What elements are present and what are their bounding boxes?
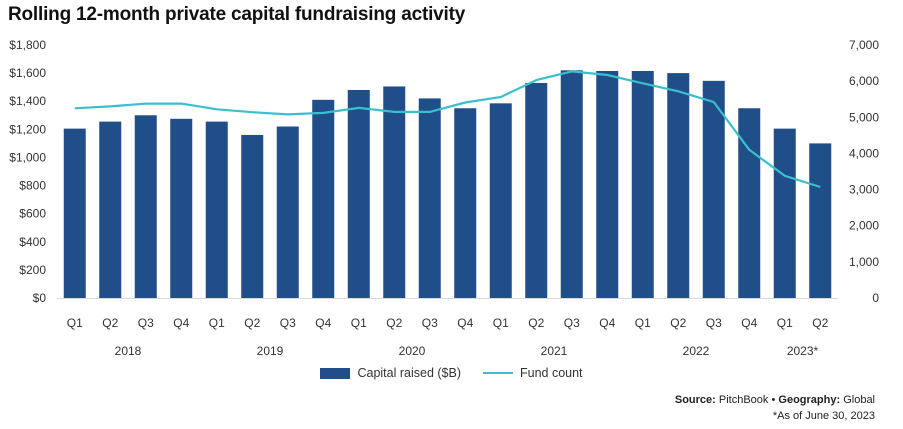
x-tick-label: Q1	[351, 316, 367, 330]
x-tick-label: Q1	[635, 316, 651, 330]
bar	[170, 118, 193, 299]
bar	[63, 128, 86, 298]
x-tick-label: Q2	[670, 316, 686, 330]
chart-plot: $0 $200 $400 $600 $800 $1,000 $1,200 $1,400 $1,6…	[9, 38, 879, 358]
bar	[99, 121, 122, 298]
legend-item-fund-count: Fund count	[482, 366, 583, 380]
source-label: Source:	[674, 394, 716, 406]
x-tick-label: Q1	[493, 316, 509, 330]
right-y-tick-label: 4,000	[849, 146, 879, 160]
source-note: Source: PitchBook • Geography: Global	[675, 394, 875, 406]
x-tick-label: Q2	[528, 316, 544, 330]
bar	[525, 82, 548, 298]
x-tick-label: Q4	[173, 316, 189, 330]
right-y-tick-label: 7,000	[849, 38, 879, 52]
bar	[809, 143, 832, 298]
geography-value: Global	[843, 394, 875, 406]
year-label: 2018	[115, 344, 142, 358]
footnote: *As of June 30, 2023	[772, 410, 875, 422]
x-tick-label: Q4	[741, 316, 757, 330]
bar	[702, 80, 725, 298]
left-y-tick-label: $1,000	[9, 150, 46, 164]
bar	[312, 99, 335, 298]
chart-legend: Capital raised ($B) Fund count	[0, 366, 903, 380]
bar	[560, 70, 583, 298]
year-labels: 2018 2019 2020 2021 2022 2023*	[115, 344, 819, 358]
chart-title: Rolling 12-month private capital fundrai…	[8, 4, 466, 25]
bar	[489, 103, 512, 298]
x-tick-label: Q2	[812, 316, 828, 330]
left-y-tick-label: $1,200	[9, 122, 46, 136]
right-y-tick-label: 3,000	[849, 183, 879, 197]
year-label: 2019	[257, 344, 284, 358]
legend-swatch-line	[482, 372, 513, 374]
bar	[667, 73, 690, 298]
left-y-tick-label: $600	[19, 207, 46, 221]
bar	[241, 134, 264, 298]
line-series	[74, 70, 821, 189]
year-label: 2020	[399, 344, 426, 358]
bar	[773, 128, 796, 298]
bar	[454, 108, 477, 298]
x-tick-label: Q3	[280, 316, 296, 330]
fund-count-line	[74, 70, 821, 189]
legend-label-capital: Capital raised ($B)	[357, 366, 461, 380]
x-tick-label: Q2	[386, 316, 402, 330]
left-y-axis: $0 $200 $400 $600 $800 $1,000 $1,200 $1,400 $1,6…	[9, 38, 46, 305]
right-y-tick-label: 5,000	[849, 110, 879, 124]
geography-label: Geography:	[778, 394, 841, 406]
legend-swatch-bar	[320, 367, 351, 379]
bar	[631, 71, 654, 298]
left-y-tick-label: $200	[19, 263, 46, 277]
x-tick-label: Q3	[706, 316, 722, 330]
left-y-tick-label: $0	[33, 291, 47, 305]
year-label: 2022	[683, 344, 710, 358]
year-label: 2023*	[787, 344, 819, 358]
right-y-tick-label: 0	[872, 291, 879, 305]
bar	[383, 86, 406, 298]
x-tick-label: Q2	[244, 316, 260, 330]
right-y-tick-label: 6,000	[849, 74, 879, 88]
x-tick-label: Q1	[67, 316, 83, 330]
bar	[738, 108, 761, 298]
bar	[596, 71, 619, 298]
right-y-tick-label: 1,000	[849, 255, 879, 269]
year-label: 2021	[541, 344, 568, 358]
x-tick-label: Q1	[209, 316, 225, 330]
x-tick-label: Q4	[315, 316, 331, 330]
bar	[205, 121, 228, 298]
x-tick-label: Q2	[102, 316, 118, 330]
x-tick-label: Q4	[599, 316, 615, 330]
bar	[418, 98, 441, 299]
x-axis: Q1 Q2 Q3 Q4 Q1 Q2 Q3 Q4 Q1 Q2 Q3 Q4 Q1 Q2 Q3 Q4 Q1 Q2 Q3 Q4…	[57, 298, 838, 330]
x-tick-label: Q3	[138, 316, 154, 330]
bar	[276, 126, 299, 299]
x-tick-label: Q1	[777, 316, 793, 330]
bar	[347, 89, 370, 298]
left-y-tick-label: $800	[19, 179, 46, 193]
source-value: PitchBook	[718, 394, 769, 406]
left-y-tick-label: $400	[19, 235, 46, 249]
legend-label-fund-count: Fund count	[519, 366, 583, 380]
left-y-tick-label: $1,800	[9, 38, 46, 52]
bar-series	[63, 70, 832, 299]
x-tick-label: Q3	[422, 316, 438, 330]
x-tick-label: Q4	[457, 316, 473, 330]
left-y-tick-label: $1,400	[9, 94, 46, 108]
right-y-axis: 0 1,000 2,000 3,000 4,000 5,000 6,000 7,000	[849, 38, 879, 305]
x-tick-label: Q3	[564, 316, 580, 330]
legend-item-capital: Capital raised ($B)	[320, 366, 461, 380]
left-y-tick-label: $1,600	[9, 66, 46, 80]
right-y-tick-label: 2,000	[849, 219, 879, 233]
bar	[134, 115, 157, 299]
source-separator: •	[771, 394, 776, 406]
